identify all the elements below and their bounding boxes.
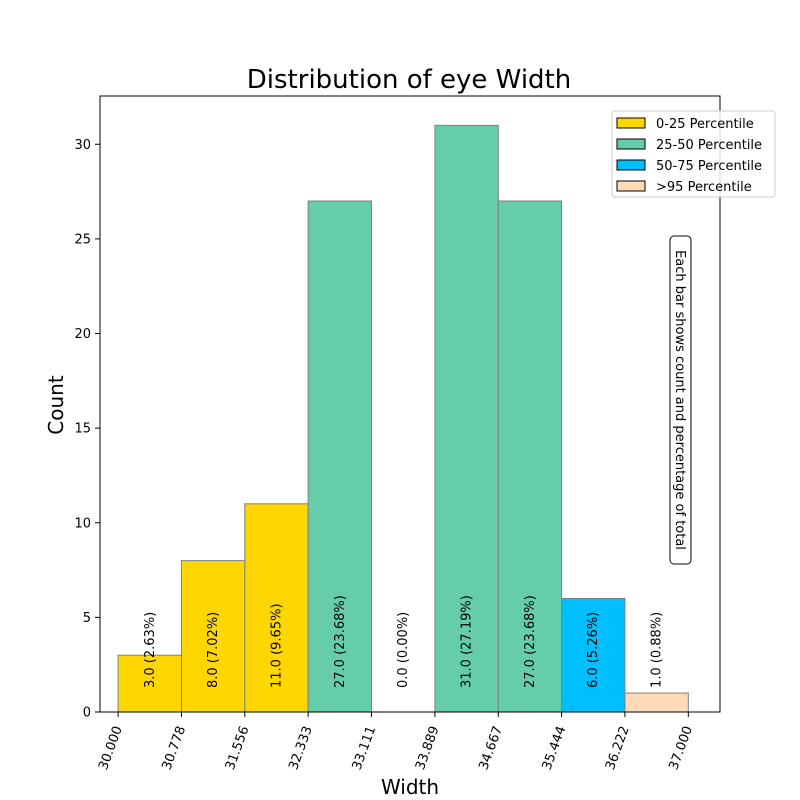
- x-tick-label: 36.222: [603, 724, 633, 772]
- x-axis-title: Width: [381, 775, 439, 799]
- bar-label-4: 0.0 (0.00%): [396, 612, 411, 688]
- y-tick-label: 10: [74, 516, 91, 531]
- bar-label-0: 3.0 (2.63%): [143, 612, 158, 688]
- annotation-box: Each bar shows count and percentage of t…: [669, 235, 692, 565]
- legend: 0-25 Percentile 25-50 Percentile 50-75 Per…: [611, 110, 776, 198]
- bar-labels-group: 3.0 (2.63%) 8.0 (7.02%) 11.0 (9.65%) 27.0 (…: [143, 595, 665, 688]
- annotation-text: Each bar shows count and percentage of t…: [672, 250, 687, 550]
- bar-1: [180, 560, 246, 713]
- y-axis-title: Count: [44, 375, 68, 435]
- y-tick-label: 5: [83, 611, 91, 626]
- bar-6: [497, 200, 563, 713]
- bar-label-7: 6.0 (5.26%): [586, 612, 601, 688]
- x-tick-label: 31.556: [223, 724, 253, 772]
- y-tick-label: 20: [74, 327, 91, 342]
- legend-label: 50-75 Percentile: [656, 159, 762, 174]
- bar-label-1: 8.0 (7.02%): [206, 612, 221, 688]
- y-tick-label: 25: [74, 232, 91, 247]
- x-axis: 30.000 30.778 31.556 32.333 33.111 33.889 34.6…: [96, 712, 696, 772]
- legend-swatch: [616, 159, 646, 171]
- bar-label-2: 11.0 (9.65%): [269, 603, 284, 688]
- y-tick-label: 30: [74, 138, 91, 153]
- legend-label: 25-50 Percentile: [656, 138, 762, 153]
- x-tick-label: 34.667: [476, 724, 506, 772]
- bar-label-3: 27.0 (23.68%): [333, 595, 348, 688]
- bar-5: [434, 124, 499, 713]
- x-tick-label: 30.778: [160, 724, 190, 772]
- x-tick-label: 35.444: [540, 724, 570, 772]
- legend-swatch: [616, 117, 646, 129]
- bar-label-8: 1.0 (0.88%): [650, 612, 665, 688]
- bar-label-5: 31.0 (27.19%): [460, 595, 475, 688]
- x-tick-label: 37.000: [666, 724, 696, 772]
- annotation-frame: [669, 235, 692, 565]
- chart-title: Distribution of eye Width: [247, 65, 571, 95]
- bars-group: [117, 124, 689, 713]
- legend-label: >95 Percentile: [656, 180, 752, 195]
- bar-0: [117, 654, 182, 713]
- y-tick-label: 0: [83, 706, 91, 721]
- bar-2: [244, 503, 309, 713]
- bar-label-6: 27.0 (23.68%): [523, 595, 538, 688]
- plot-frame: [99, 95, 721, 713]
- x-tick-label: 30.000: [96, 724, 126, 772]
- legend-swatch: [616, 138, 646, 150]
- legend-label: 0-25 Percentile: [656, 117, 754, 132]
- bar-8: [624, 692, 689, 713]
- x-tick-label: 33.889: [413, 724, 443, 772]
- y-axis: 0 5 10 15 20 25 30: [74, 138, 100, 721]
- legend-swatch: [616, 180, 646, 192]
- x-tick-label: 33.111: [350, 724, 380, 772]
- y-tick-label: 15: [74, 422, 91, 437]
- bar-3: [307, 200, 373, 713]
- legend-frame: [611, 110, 776, 198]
- x-tick-label: 32.333: [286, 724, 316, 772]
